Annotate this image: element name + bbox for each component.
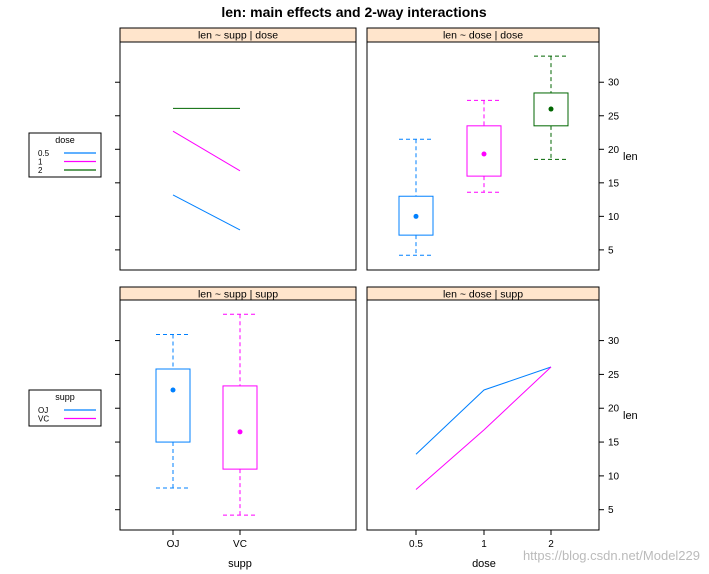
x-tick-label: 1 bbox=[481, 539, 487, 550]
watermark: https://blog.csdn.net/Model229 bbox=[523, 548, 700, 563]
x-axis-title: supp bbox=[228, 558, 252, 570]
box-OJ bbox=[155, 334, 191, 489]
x-tick-label: 2 bbox=[548, 539, 554, 550]
panel-strip-label: len ~ supp | dose bbox=[198, 30, 278, 42]
box-2 bbox=[533, 55, 569, 160]
y-tick-label: 30 bbox=[608, 336, 620, 347]
panels: len ~ supp | dose len ~ dose | dose510152… bbox=[115, 27, 638, 570]
y-tick-label: 25 bbox=[608, 111, 620, 122]
panel-strip-label: len ~ dose | dose bbox=[443, 30, 523, 42]
y-tick-label: 10 bbox=[608, 212, 620, 223]
box-VC bbox=[222, 313, 258, 516]
panel-1: len ~ supp | dose bbox=[115, 27, 357, 271]
series-line bbox=[172, 130, 241, 172]
box-median bbox=[548, 106, 554, 112]
box-median bbox=[237, 429, 243, 435]
x-tick-label: OJ bbox=[167, 539, 180, 550]
legend-title: supp bbox=[55, 392, 75, 402]
x-tick-label: VC bbox=[233, 539, 247, 550]
y-tick-label: 20 bbox=[608, 145, 620, 156]
y-tick-label: 20 bbox=[608, 404, 620, 415]
box-median bbox=[481, 151, 487, 157]
y-tick-label: 30 bbox=[608, 78, 620, 89]
panel-frame bbox=[119, 41, 357, 271]
y-tick-label: 10 bbox=[608, 471, 620, 482]
y-tick-label: 25 bbox=[608, 370, 620, 381]
legend-item-label: VC bbox=[38, 415, 49, 424]
chart-title: len: main effects and 2-way interactions bbox=[221, 4, 487, 20]
panel-4: len ~ dose | supp 5 10 15 20 25 30 len 0.5 1 2 dose bbox=[366, 286, 638, 570]
panel-frame bbox=[366, 299, 600, 531]
series-line bbox=[415, 366, 552, 455]
box-1 bbox=[466, 99, 502, 193]
panel-frame bbox=[366, 41, 600, 271]
legend-title: dose bbox=[55, 135, 75, 145]
panel-frame bbox=[119, 299, 357, 531]
box-median bbox=[413, 213, 419, 219]
series-line bbox=[415, 366, 552, 490]
y-tick-label: 15 bbox=[608, 438, 620, 449]
series-line bbox=[172, 194, 241, 231]
legend-item-label: 0.5 bbox=[38, 149, 50, 158]
legend-dose: dose 0.512 bbox=[28, 132, 102, 178]
box-0.5 bbox=[398, 138, 434, 256]
y-tick-label: 5 bbox=[608, 245, 614, 256]
box-median bbox=[170, 387, 176, 393]
box-body bbox=[222, 385, 258, 470]
panel-3: len ~ supp | supp OJ VC supp bbox=[115, 286, 357, 570]
legend-box bbox=[28, 389, 102, 427]
panel-strip-label: len ~ supp | supp bbox=[198, 289, 278, 301]
panel-2: len ~ dose | dose 5 10 15 20 25 30 len bbox=[366, 27, 638, 271]
y-tick-label: 5 bbox=[608, 505, 614, 516]
box-body bbox=[155, 368, 191, 443]
y-axis-title: len bbox=[623, 151, 638, 163]
legend-item-label: OJ bbox=[38, 406, 48, 415]
x-axis-title: dose bbox=[472, 558, 496, 570]
legend-item-label: 1 bbox=[38, 158, 43, 167]
y-tick-label: 15 bbox=[608, 178, 620, 189]
panel-strip-label: len ~ dose | supp bbox=[443, 289, 523, 301]
y-axis-title: len bbox=[623, 410, 638, 422]
box-body bbox=[466, 125, 502, 177]
x-tick-label: 0.5 bbox=[409, 539, 423, 550]
legend-item-label: 2 bbox=[38, 166, 43, 175]
